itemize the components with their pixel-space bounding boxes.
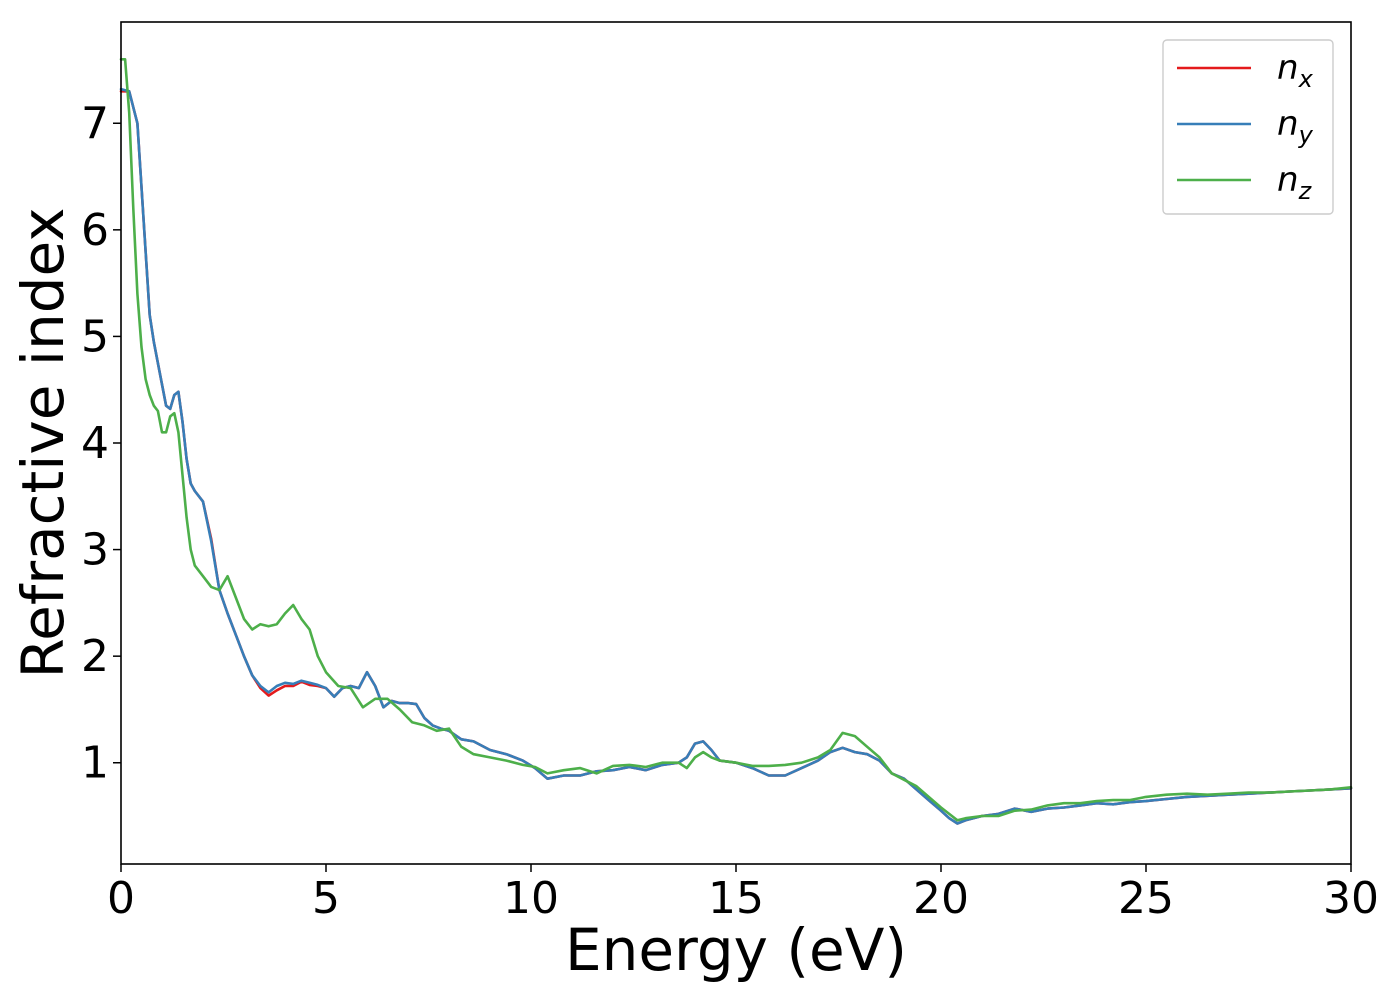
y-axis-label: Refractive index	[9, 207, 77, 678]
x-tick-label: 15	[708, 873, 764, 924]
x-tick-label: 25	[1118, 873, 1174, 924]
y-tick-label: 7	[81, 98, 109, 149]
series-layer	[119, 58, 1353, 825]
legend-label-subscript: z	[1298, 177, 1313, 205]
x-tick-label: 30	[1323, 873, 1379, 924]
legend-label-base: n	[1277, 48, 1299, 88]
y-tick-label: 2	[81, 631, 109, 682]
x-tick-label: 20	[913, 873, 969, 924]
x-axis-ticks: 0 5 10 15 20 25 30	[107, 864, 1379, 924]
legend-label-base: n	[1277, 104, 1299, 144]
legend-label-y: ny	[1277, 104, 1314, 149]
legend-label-subscript: y	[1298, 121, 1314, 149]
y-tick-label: 3	[81, 525, 109, 576]
series-line-y	[119, 87, 1353, 825]
x-axis-label: Energy (eV)	[565, 916, 907, 984]
plot-area	[121, 22, 1351, 864]
y-axis-ticks: 1 2 3 4 5 6 7	[81, 98, 121, 789]
y-tick-label: 6	[81, 205, 109, 256]
legend-box	[1162, 39, 1334, 215]
legend-label-subscript: x	[1298, 65, 1314, 93]
x-tick-label: 10	[503, 873, 559, 924]
legend-label-x: nx	[1277, 48, 1314, 93]
x-tick-label: 0	[107, 873, 135, 924]
y-tick-label: 4	[81, 418, 109, 469]
y-tick-label: 1	[81, 738, 109, 789]
y-tick-label: 5	[81, 311, 109, 362]
series-line-z	[119, 58, 1353, 822]
x-tick-label: 5	[312, 873, 340, 924]
legend-label-base: n	[1277, 160, 1299, 200]
legend-label-z: nz	[1277, 160, 1313, 205]
